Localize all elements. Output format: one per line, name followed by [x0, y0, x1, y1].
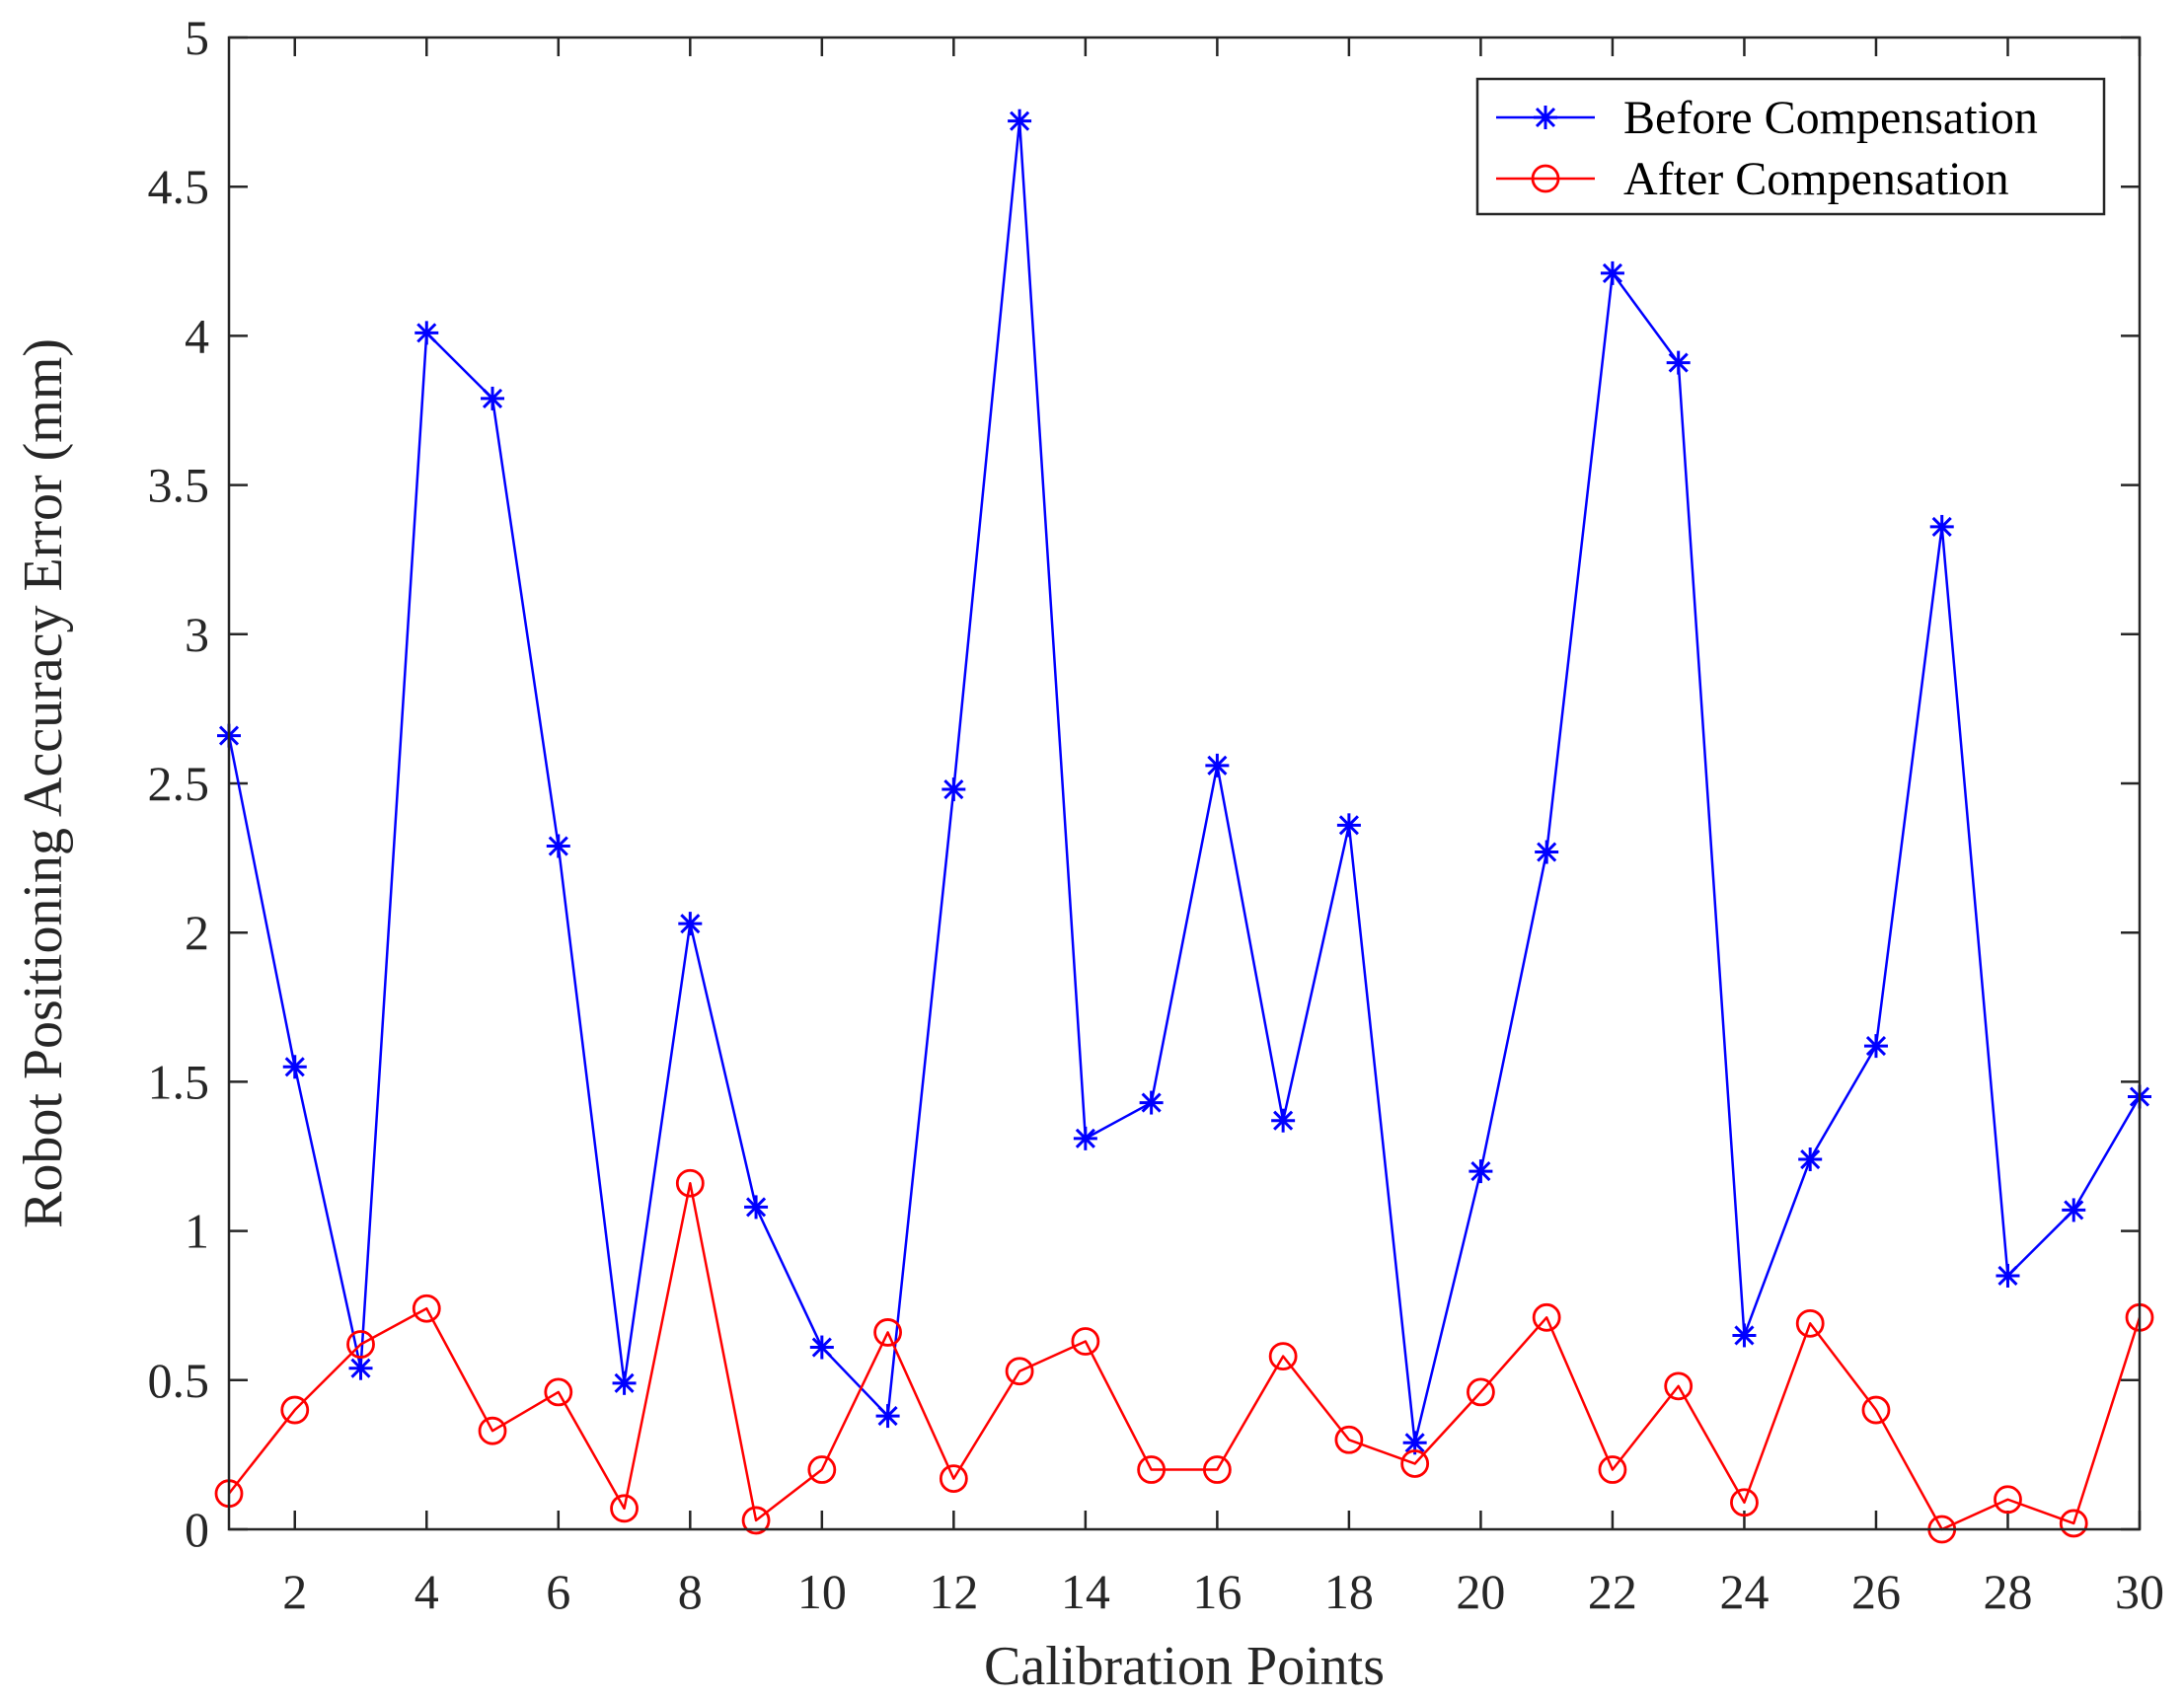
data-point: [873, 1318, 902, 1347]
data-point: [412, 1294, 441, 1323]
x-tick-label: 2: [282, 1564, 307, 1619]
legend-asterisk-marker: [1534, 106, 1557, 129]
data-point: [478, 1416, 507, 1445]
x-tick-label: 26: [1851, 1564, 1901, 1619]
data-point: [1732, 1323, 1757, 1348]
y-tick-label: 1.5: [148, 1054, 210, 1109]
data-point: [1532, 1302, 1561, 1332]
series-line: [227, 119, 2142, 1444]
x-tick-label: 24: [1719, 1564, 1769, 1619]
x-axis-title: Calibration Points: [984, 1636, 1385, 1697]
data-point: [1798, 1147, 1823, 1172]
data-point: [2059, 1509, 2088, 1538]
legend-circle-marker: [1531, 164, 1560, 193]
y-tick-label: 4.5: [148, 159, 210, 214]
y-tick-label: 1: [185, 1204, 209, 1259]
data-point: [1336, 813, 1361, 838]
x-tick-label: 6: [546, 1564, 570, 1619]
data-point: [875, 1404, 900, 1429]
data-point: [939, 1464, 968, 1493]
x-tick-label: 30: [2115, 1564, 2164, 1619]
x-tick-label: 14: [1061, 1564, 1110, 1619]
data-point: [544, 1377, 573, 1407]
data-point: [1469, 1159, 1493, 1184]
y-tick-label: 2.5: [148, 756, 210, 811]
y-tick-label: 5: [185, 10, 209, 65]
data-point: [1071, 1327, 1100, 1356]
data-point: [675, 1168, 705, 1198]
data-point: [1400, 1449, 1430, 1478]
legend-label-before: Before Compensation: [1623, 92, 2038, 144]
data-point: [807, 1455, 837, 1484]
x-tick-label: 28: [1983, 1564, 2032, 1619]
data-point: [741, 1506, 771, 1535]
data-point: [1268, 1342, 1298, 1371]
legend-marker-before: [1534, 106, 1557, 129]
data-point: [1600, 260, 1624, 285]
x-tick-label: 22: [1588, 1564, 1637, 1619]
y-tick-label: 0.5: [148, 1353, 210, 1408]
data-point: [744, 1195, 769, 1220]
data-point: [280, 1395, 310, 1425]
y-tick-label: 2: [185, 905, 209, 960]
data-point: [1996, 1263, 2020, 1288]
legend-label-after: After Compensation: [1623, 153, 2009, 205]
legend-box: [1475, 77, 2106, 216]
data-point: [1005, 1357, 1034, 1386]
data-point: [1861, 1395, 1891, 1425]
data-point: [1664, 1371, 1694, 1401]
x-tick-label: 10: [797, 1564, 847, 1619]
x-tick-label: 20: [1456, 1564, 1505, 1619]
data-point: [1467, 1377, 1495, 1407]
data-point: [612, 1370, 637, 1395]
data-point: [1795, 1308, 1825, 1338]
y-tick-label: 4: [185, 308, 209, 363]
data-point: [1139, 1090, 1164, 1115]
data-point: [1598, 1455, 1627, 1484]
data-point: [1205, 753, 1230, 777]
data-point: [414, 321, 439, 345]
data-point: [1666, 350, 1691, 375]
data-point: [941, 777, 966, 802]
data-point: [1535, 840, 1559, 864]
data-point: [282, 1055, 307, 1079]
data-point: [1008, 109, 1032, 133]
y-axis-title: Robot Positioning Accuracy Error (mm): [13, 338, 74, 1228]
data-point: [546, 834, 570, 858]
data-point: [348, 1356, 373, 1380]
data-point: [2062, 1198, 2086, 1222]
data-point: [809, 1335, 834, 1360]
x-tick-label: 16: [1192, 1564, 1242, 1619]
data-point: [1730, 1488, 1759, 1517]
data-point: [481, 386, 505, 410]
tick-labels: 2 4 6 8 10 12 14 16 18 20 22 24 26 28 3000.511.522.533…: [148, 10, 2165, 1619]
x-tick-label: 8: [678, 1564, 703, 1619]
data-point: [346, 1330, 375, 1359]
plot-area: [229, 37, 2140, 1529]
y-tick-label: 0: [185, 1502, 209, 1557]
axis-ticks: [229, 36, 2142, 1531]
data-point: [1863, 1034, 1888, 1059]
legend-marker-after: [1531, 164, 1560, 193]
y-tick-label: 3: [185, 607, 209, 662]
legend: Before Compensation After Compensation: [1475, 77, 2106, 216]
data-point: [1271, 1108, 1296, 1133]
x-tick-label: 18: [1324, 1564, 1374, 1619]
series-before: [217, 109, 2151, 1455]
data-point: [1929, 514, 1954, 539]
x-tick-label: 12: [929, 1564, 978, 1619]
data-point: [610, 1494, 639, 1523]
data-point: [1334, 1425, 1364, 1454]
plot-frame: [227, 36, 2142, 1531]
data-point: [1202, 1455, 1232, 1484]
x-tick-label: 4: [414, 1564, 439, 1619]
data-point: [1073, 1126, 1097, 1150]
data-point: [678, 912, 703, 936]
data-point: [1994, 1485, 2022, 1515]
data-point: [1137, 1455, 1167, 1484]
y-tick-label: 3.5: [148, 458, 210, 513]
